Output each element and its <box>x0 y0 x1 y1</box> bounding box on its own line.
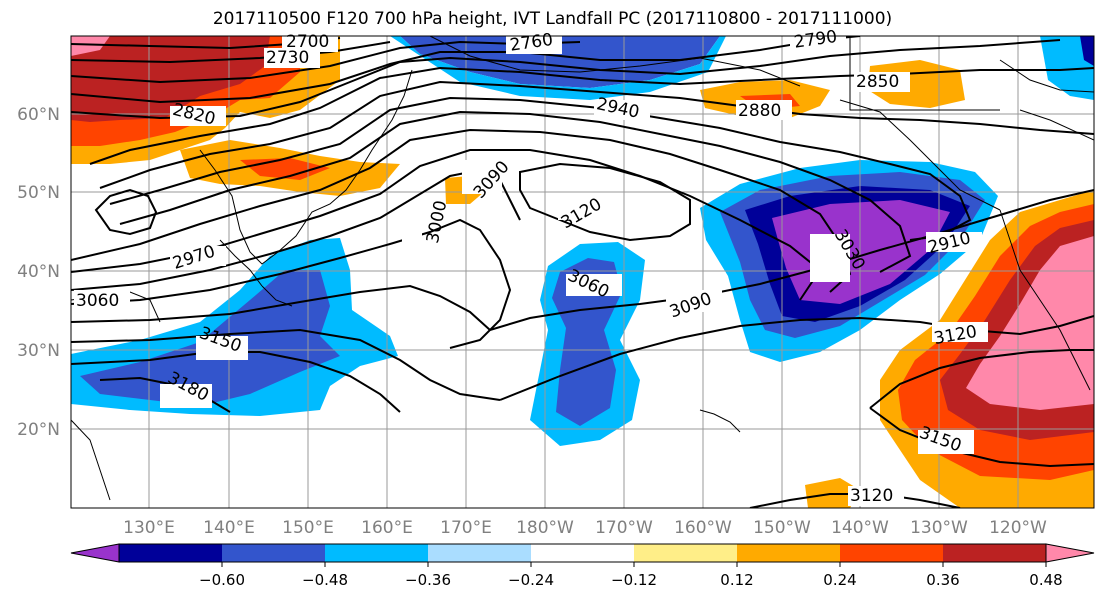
colorbar-segment <box>428 544 532 562</box>
lon-tick-label: 130°E <box>123 518 175 538</box>
map-title: 2017110500 F120 700 hPa height, IVT Land… <box>212 9 893 29</box>
ivt-shading <box>71 36 1094 508</box>
lon-tick-label: 160°W <box>674 518 732 538</box>
contour-2880 <box>99 80 1094 189</box>
colorbar-tick-label: −0.36 <box>405 571 451 589</box>
contour-3090 <box>71 284 491 331</box>
contour-3150 <box>71 351 401 413</box>
lat-tick-label: 20°N <box>17 420 60 440</box>
lat-tick-label: 30°N <box>17 341 60 361</box>
contour-3120-b <box>499 315 1094 401</box>
lat-tick-label: 50°N <box>17 183 60 203</box>
contour-label: 2730 <box>266 48 309 68</box>
lon-tick-label: 140°W <box>831 518 889 538</box>
colorbar-tick-label: −0.48 <box>302 571 348 589</box>
lon-tick-label: 170°E <box>440 518 492 538</box>
contour-low-nw <box>94 188 158 236</box>
lon-tick-label: 120°W <box>989 518 1047 538</box>
colorbar-segment <box>119 544 223 562</box>
colorbar-extend-right <box>1045 543 1095 563</box>
colorbar-segment <box>737 544 841 562</box>
lon-tick-label: 150°W <box>753 518 811 538</box>
contour-3120 <box>71 328 501 401</box>
colorbar-segment <box>325 544 429 562</box>
contour-label-group: 2700 2730 2760 2790 2820 2850 2880 2940 … <box>74 27 988 506</box>
colorbar-segment <box>943 544 1047 562</box>
lon-tick-label: 140°E <box>203 518 255 538</box>
contour-3150-c <box>869 407 1094 468</box>
map-frame <box>70 35 1095 509</box>
colorbar-tick-label: 0.24 <box>823 571 856 589</box>
pos-region-nw-core <box>71 36 270 122</box>
contour-2910 <box>109 96 972 241</box>
neg-tongue-central-pacific-inner <box>552 258 622 426</box>
colorbar-frame <box>118 543 1047 563</box>
contour-label: 2700 <box>286 32 329 52</box>
lon-tick-label: 150°E <box>282 518 334 538</box>
lon-tick-label: 160°E <box>361 518 413 538</box>
pos-region-se-core <box>966 236 1094 410</box>
lon-tick-label: 170°W <box>595 518 653 538</box>
lat-tick-label: 60°N <box>17 105 60 125</box>
lat-tick-label: 40°N <box>17 262 60 282</box>
contour-2850 <box>89 66 1094 165</box>
colorbar-segment <box>531 544 635 562</box>
lat-ticks: 60°N 50°N 40°N 30°N 20°N <box>17 105 60 440</box>
contour-2820 <box>71 39 1061 120</box>
contour-3060-ring <box>519 162 691 242</box>
colorbar-tick-label: 0.36 <box>926 571 959 589</box>
contour-label: 2850 <box>856 72 899 92</box>
contour-2730 <box>71 41 391 64</box>
colorbar-tick-label: 0.12 <box>720 571 753 589</box>
colorbar: −0.60 −0.48 −0.36 −0.24 −0.12 0.12 0.24 0.36 0.4… <box>70 543 1095 589</box>
colorbar-segment <box>634 544 738 562</box>
lon-tick-label: 130°W <box>910 518 968 538</box>
contour-2790 <box>71 36 861 104</box>
lon-tick-label: 180°W <box>516 518 574 538</box>
neg-cap-north <box>400 36 720 88</box>
neg-cap-ne-inner <box>1080 36 1094 66</box>
neg-cap-ne <box>1040 36 1094 100</box>
pos-region-nw-peak <box>71 36 110 56</box>
colorbar-extend-left <box>70 543 120 563</box>
contour-2970 <box>71 128 852 293</box>
colorbar-tick-label: −0.24 <box>508 571 554 589</box>
colorbar-tick-label: −0.60 <box>199 571 245 589</box>
colorbar-segment <box>222 544 326 562</box>
contour-3150-b <box>869 349 1094 409</box>
contour-2940 <box>119 110 912 273</box>
lon-ticks: 130°E 140°E 150°E 160°E 170°E 180°W 170°… <box>123 518 1047 538</box>
contour-3000 <box>71 149 822 301</box>
contour-label: 3120 <box>850 486 893 506</box>
contour-label: 2880 <box>738 101 781 121</box>
colorbar-segment <box>840 544 944 562</box>
colorbar-tick-label: 0.48 <box>1029 571 1062 589</box>
contour-label: 3060 <box>76 291 119 311</box>
colorbar-tick-label: −0.12 <box>611 571 657 589</box>
contour-3060 <box>71 218 512 349</box>
